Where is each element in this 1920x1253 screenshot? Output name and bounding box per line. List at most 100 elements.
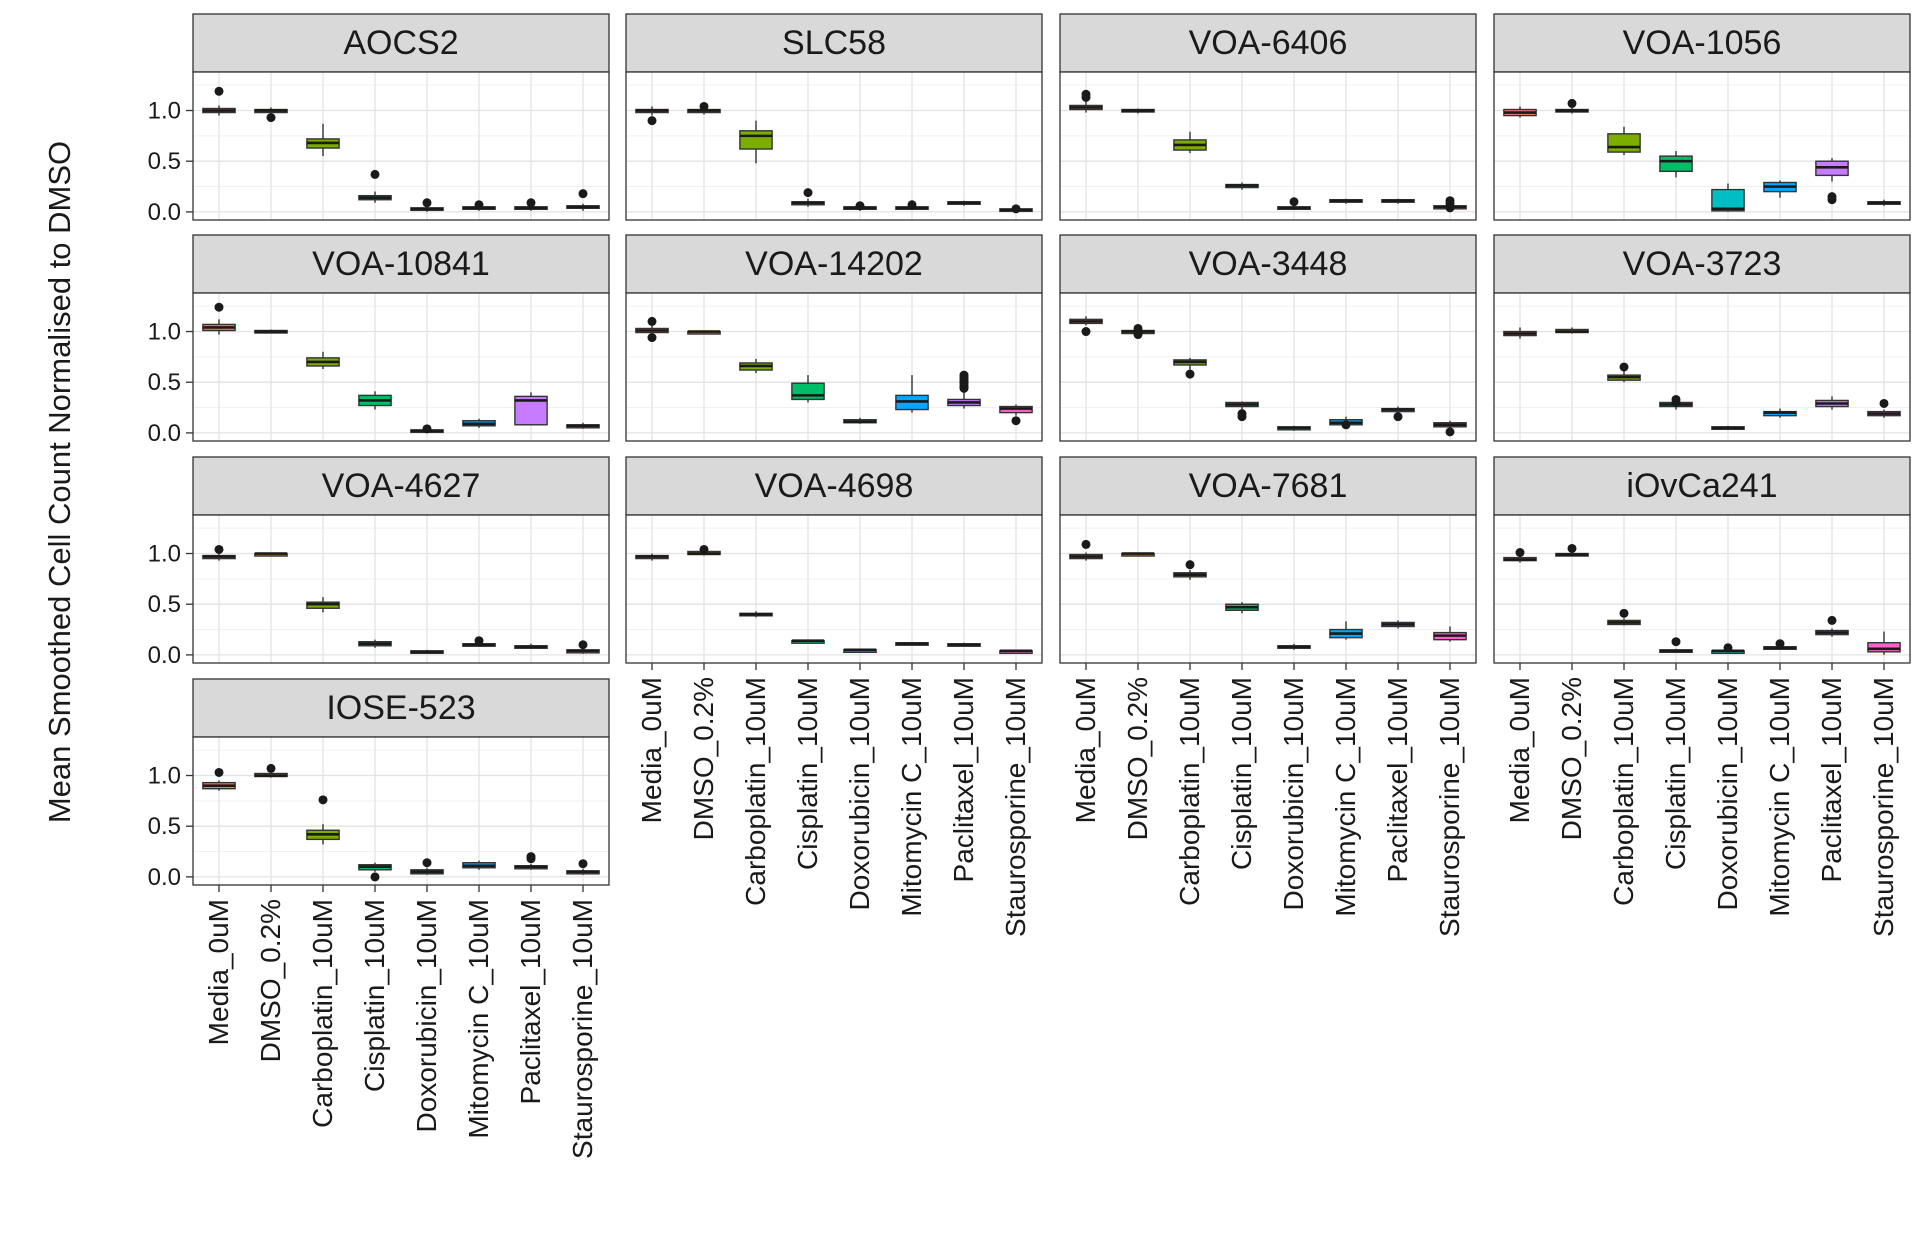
facet-strip [1059, 13, 1477, 73]
x-tick-label: Cisplatin_10uM [1226, 677, 1257, 870]
panel-border [1493, 514, 1911, 664]
x-tick-label: Mitomycin C_10uM [1330, 677, 1361, 917]
panel-background [193, 72, 609, 220]
x-tick-label: Paclitaxel_10uM [1382, 677, 1413, 882]
outlier-point [1515, 548, 1525, 558]
panel-border [192, 71, 610, 221]
x-tick-label: Doxorubicin_10uM [411, 899, 442, 1132]
panel-background [1494, 293, 1910, 441]
facet-panel: IOSE-523 0.0 0.5 1.0 Media_0uM DMSO_0.2% Carbo… [148, 678, 610, 1159]
outlier-point [422, 858, 432, 868]
x-tick-label: Staurosporine_10uM [1434, 677, 1465, 937]
x-tick-label: Doxorubicin_10uM [1712, 677, 1743, 910]
y-tick-label: 0.0 [148, 420, 181, 447]
facet-panel: VOA-14202 [625, 234, 1043, 442]
outlier-point [214, 302, 224, 312]
facet-panel: VOA-3723 [1493, 234, 1911, 442]
panel-border [625, 514, 1043, 664]
outlier-point [647, 333, 657, 343]
outlier-point [1445, 427, 1455, 437]
outlier-point [370, 169, 380, 179]
panel-border [192, 736, 610, 886]
outlier-point [855, 201, 865, 211]
panel-border [1493, 292, 1911, 442]
x-tick-label: DMSO_0.2% [1556, 677, 1587, 840]
outlier-point [526, 198, 536, 208]
panel-background [626, 293, 1042, 441]
outlier-point [422, 198, 432, 208]
facet-panel: VOA-6406 [1059, 13, 1477, 221]
panel-background [193, 515, 609, 663]
x-tick-label: Media_0uM [636, 677, 667, 823]
x-tick-label: Doxorubicin_10uM [844, 677, 875, 910]
y-tick-label: 1.0 [148, 98, 181, 125]
box [1607, 133, 1641, 153]
outlier-point [578, 640, 588, 650]
outlier-point [1237, 412, 1247, 422]
outlier-point [647, 316, 657, 326]
outlier-point [1185, 369, 1195, 379]
facet-strip-label: AOCS2 [343, 24, 458, 62]
x-tick-label: Media_0uM [203, 899, 234, 1045]
outlier-point [699, 544, 709, 554]
panel-border [1059, 292, 1477, 442]
y-axis-title: Mean Smoothed Cell Count Normalised to D… [42, 141, 77, 823]
outlier-point [1567, 543, 1577, 553]
outlier-point [214, 544, 224, 554]
x-tick-label: Cisplatin_10uM [792, 677, 823, 870]
outlier-point [1775, 639, 1785, 649]
facet-strip [1493, 13, 1911, 73]
facet-strip [625, 13, 1043, 73]
panel-background [1060, 72, 1476, 220]
x-tick-label: Carboplatin_10uM [1608, 677, 1639, 906]
facet-strip-label: VOA-7681 [1189, 467, 1348, 505]
facet-strip [192, 678, 610, 738]
box [1867, 642, 1901, 653]
outlier-point [1081, 327, 1091, 337]
facet-panel: VOA-7681 Media_0uM DMSO_0.2% Carboplatin_10… [1059, 456, 1477, 937]
y-tick-label: 1.0 [148, 541, 181, 568]
panel-background [626, 72, 1042, 220]
facet-strip [192, 13, 610, 73]
facet-strip-label: VOA-3723 [1623, 245, 1782, 283]
y-tick-label: 0.5 [148, 813, 181, 840]
facet-strip-label: IOSE-523 [326, 689, 475, 727]
x-tick-label: Staurosporine_10uM [1868, 677, 1899, 937]
x-tick-label: Mitomycin C_10uM [896, 677, 927, 917]
outlier-point [1879, 398, 1889, 408]
panel-border [1059, 514, 1477, 664]
outlier-point [1133, 330, 1143, 340]
x-tick-label: Cisplatin_10uM [359, 899, 390, 1092]
outlier-point [699, 101, 709, 111]
x-tick-label: Mitomycin C_10uM [463, 899, 494, 1139]
outlier-point [803, 188, 813, 198]
x-tick-label: Mitomycin C_10uM [1764, 677, 1795, 917]
outlier-point [578, 189, 588, 199]
box [791, 382, 825, 401]
x-tick-label: Media_0uM [1504, 677, 1535, 823]
facet-strip [1059, 456, 1477, 516]
outlier-point [959, 383, 969, 393]
outlier-point [422, 424, 432, 434]
outlier-point [578, 859, 588, 869]
x-tick-label: DMSO_0.2% [688, 677, 719, 840]
box [739, 130, 773, 150]
y-tick-label: 0.0 [148, 642, 181, 669]
y-tick-label: 1.0 [148, 319, 181, 346]
outlier-point [1011, 416, 1021, 426]
y-tick-label: 0.0 [148, 864, 181, 891]
outlier-point [1827, 195, 1837, 205]
facet-strip [192, 456, 610, 516]
panel-background [193, 737, 609, 885]
facet-panel: VOA-4698 Media_0uM DMSO_0.2% Carboplatin_10… [625, 456, 1043, 937]
outlier-point [1827, 615, 1837, 625]
x-tick-label: Carboplatin_10uM [1174, 677, 1205, 906]
outlier-point [1619, 608, 1629, 618]
y-tick-label: 0.5 [148, 148, 181, 175]
x-tick-label: DMSO_0.2% [255, 899, 286, 1062]
outlier-point [1619, 362, 1629, 372]
x-tick-label: Cisplatin_10uM [1660, 677, 1691, 870]
x-tick-label: DMSO_0.2% [1122, 677, 1153, 840]
outlier-point [526, 854, 536, 864]
